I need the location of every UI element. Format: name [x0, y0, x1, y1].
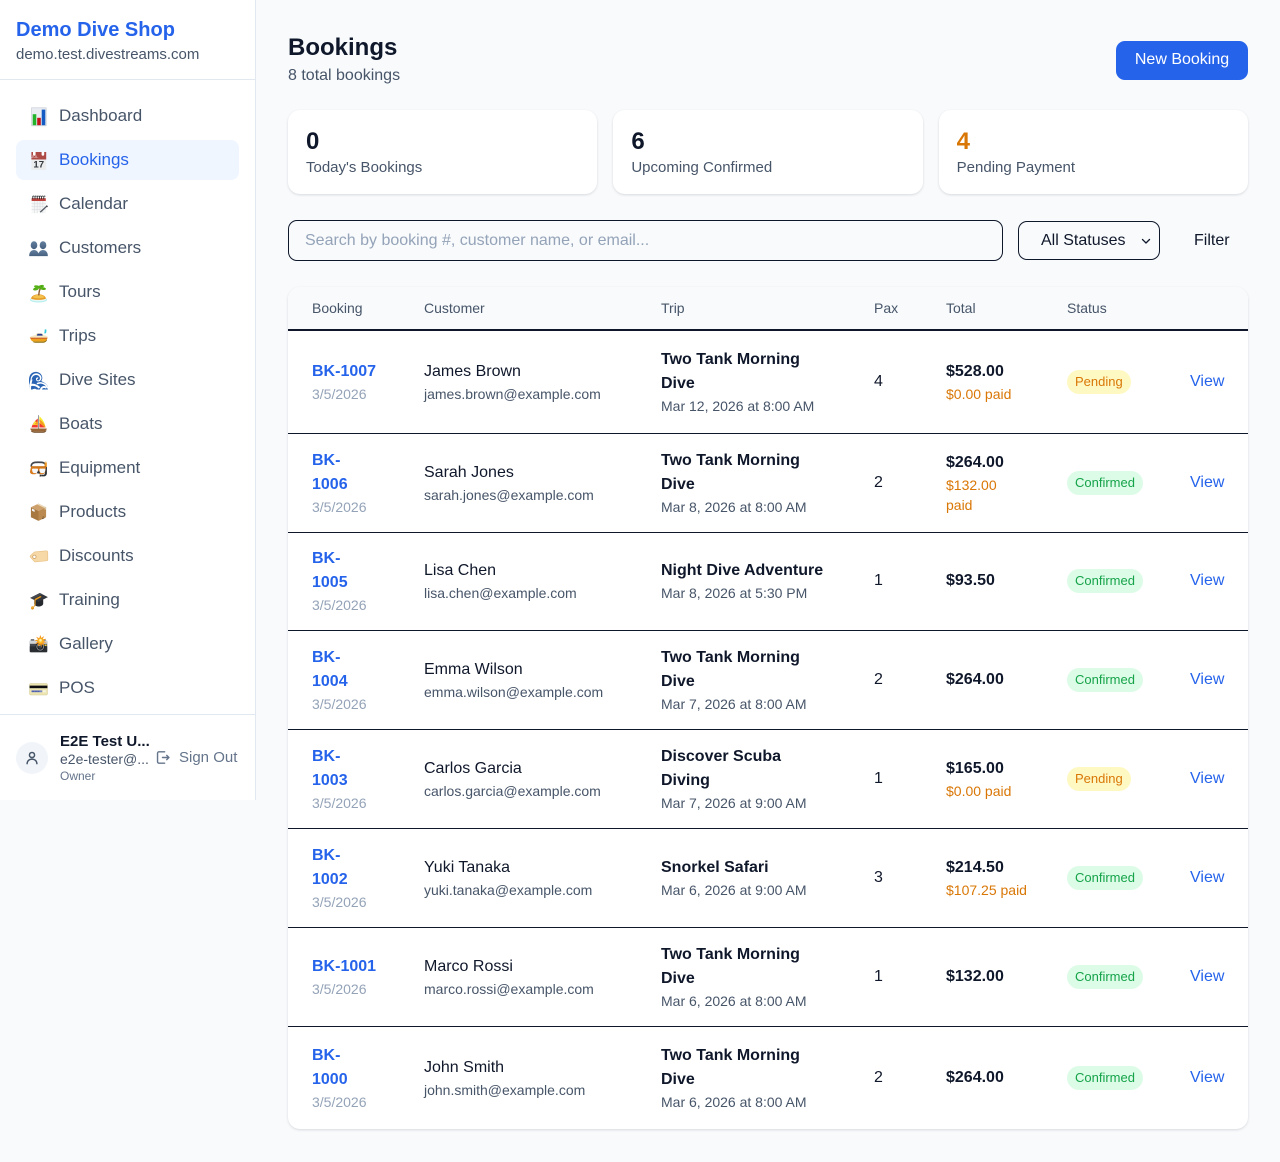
svg-text:JUL: JUL	[31, 154, 39, 159]
svg-text:17: 17	[33, 159, 44, 170]
